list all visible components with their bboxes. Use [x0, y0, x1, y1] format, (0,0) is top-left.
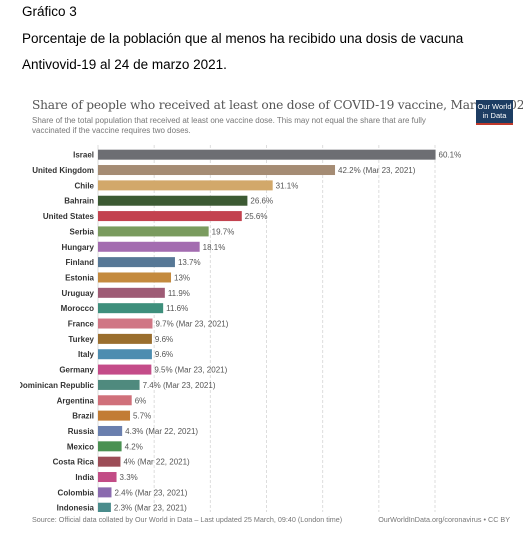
- value-label: 5.7%: [133, 412, 151, 421]
- value-label: 4.2%: [125, 442, 143, 451]
- chart-subtitle: Share of the total population that recei…: [32, 116, 426, 135]
- value-label: 6%: [135, 396, 147, 405]
- category-label: United Kingdom: [32, 166, 94, 175]
- value-label: 9.6%: [155, 335, 173, 344]
- category-label: Estonia: [65, 273, 94, 282]
- figure-label: Gráfico 3: [22, 4, 77, 19]
- bar: [98, 487, 112, 498]
- value-label: 3.3%: [120, 473, 138, 482]
- bar: [98, 364, 152, 375]
- bar: [98, 318, 153, 329]
- bar: [98, 410, 131, 421]
- category-label: Brazil: [72, 412, 94, 421]
- category-label: Serbia: [70, 227, 95, 236]
- value-label: 25.6%: [245, 212, 268, 221]
- bar: [98, 333, 152, 344]
- value-label: 13.7%: [178, 258, 201, 267]
- category-label: India: [75, 473, 94, 482]
- value-label: 26.6%: [250, 197, 273, 206]
- category-label: Chile: [74, 181, 94, 190]
- logo-line2: in Data: [482, 110, 507, 120]
- category-label: Mexico: [67, 442, 94, 451]
- bar: [98, 456, 121, 467]
- value-label: 9.5% (Mar 23, 2021): [154, 366, 227, 375]
- category-label: Italy: [78, 350, 95, 359]
- bar: [98, 272, 172, 283]
- bar: [98, 303, 164, 314]
- source-link[interactable]: OurWorldInData.org/coronavirus • CC BY: [378, 515, 510, 524]
- bar: [98, 425, 123, 436]
- category-label: Hungary: [62, 243, 95, 252]
- bar: [98, 287, 165, 298]
- category-label: Colombia: [58, 488, 95, 497]
- bar: [98, 441, 122, 452]
- category-label: Turkey: [68, 335, 94, 344]
- value-label: 13%: [174, 273, 190, 282]
- bar: [98, 257, 175, 268]
- bar: [98, 149, 436, 160]
- bar: [98, 395, 132, 406]
- value-label: 9.6%: [155, 350, 173, 359]
- category-label: Dominican Republic: [20, 381, 95, 390]
- category-label: Germany: [59, 366, 94, 375]
- category-label: Israel: [73, 151, 94, 160]
- figure-caption-line2: Antivovid-19 al 24 de marzo 2021.: [22, 57, 227, 72]
- bar: [98, 349, 152, 360]
- chart-frame: Share of people who received at least on…: [20, 92, 523, 532]
- bar: [98, 195, 248, 206]
- bar: [98, 502, 111, 512]
- owid-logo[interactable]: Our World in Data: [476, 100, 513, 125]
- value-label: 60.1%: [439, 151, 462, 160]
- value-label: 9.7% (Mar 23, 2021): [155, 320, 228, 329]
- bar: [98, 472, 117, 483]
- chart-title: Share of people who received at least on…: [32, 98, 523, 112]
- value-label: 11.6%: [166, 304, 188, 313]
- bar: [98, 379, 140, 390]
- logo-line1: Our World: [477, 102, 512, 111]
- value-label: 18.1%: [203, 243, 226, 252]
- category-label: Russia: [68, 427, 95, 436]
- bar: [98, 241, 200, 252]
- source-note: Source: Official data collated by Our Wo…: [32, 515, 343, 524]
- category-label: Bahrain: [64, 197, 94, 206]
- value-label: 2.4% (Mar 23, 2021): [114, 488, 187, 497]
- category-label: Argentina: [57, 396, 95, 405]
- value-label: 42.2% (Mar 23, 2021): [338, 166, 416, 175]
- category-label: Indonesia: [57, 504, 95, 512]
- category-label: France: [68, 320, 95, 329]
- value-label: 11.9%: [168, 289, 190, 298]
- category-label: Morocco: [61, 304, 94, 313]
- category-label: Uruguay: [62, 289, 95, 298]
- bar: [98, 180, 273, 191]
- value-label: 31.1%: [276, 181, 299, 190]
- category-label: United States: [43, 212, 95, 221]
- category-label: Finland: [66, 258, 95, 267]
- value-label: 2.3% (Mar 23, 2021): [114, 504, 187, 512]
- bar: [98, 211, 242, 222]
- bar: [98, 165, 336, 176]
- value-label: 7.4% (Mar 23, 2021): [143, 381, 216, 390]
- category-label: Costa Rica: [53, 458, 95, 467]
- value-label: 19.7%: [212, 227, 235, 236]
- bar: [98, 226, 209, 237]
- figure-caption-line1: Porcentaje de la población que al menos …: [22, 31, 464, 46]
- value-label: 4% (Mar 22, 2021): [123, 458, 190, 467]
- value-label: 4.3% (Mar 22, 2021): [125, 427, 198, 436]
